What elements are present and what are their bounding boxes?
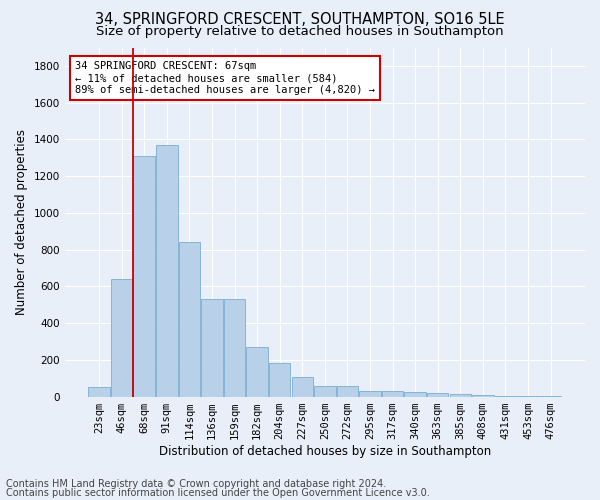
Y-axis label: Number of detached properties: Number of detached properties <box>15 129 28 315</box>
Text: 34 SPRINGFORD CRESCENT: 67sqm
← 11% of detached houses are smaller (584)
89% of : 34 SPRINGFORD CRESCENT: 67sqm ← 11% of d… <box>75 62 375 94</box>
Bar <box>404 392 426 396</box>
Bar <box>314 386 335 396</box>
Bar <box>269 362 290 396</box>
Text: Contains HM Land Registry data © Crown copyright and database right 2024.: Contains HM Land Registry data © Crown c… <box>6 479 386 489</box>
Bar <box>133 156 155 396</box>
Bar <box>88 388 110 396</box>
Bar <box>224 299 245 396</box>
Text: Contains public sector information licensed under the Open Government Licence v3: Contains public sector information licen… <box>6 488 430 498</box>
Bar <box>427 393 448 396</box>
Text: Size of property relative to detached houses in Southampton: Size of property relative to detached ho… <box>96 25 504 38</box>
Bar <box>111 279 133 396</box>
Bar <box>247 347 268 397</box>
Bar <box>449 394 471 396</box>
Bar <box>382 391 403 396</box>
Bar <box>156 145 178 397</box>
Bar <box>201 299 223 396</box>
Bar <box>472 395 494 396</box>
Bar <box>337 386 358 396</box>
X-axis label: Distribution of detached houses by size in Southampton: Distribution of detached houses by size … <box>159 444 491 458</box>
Bar <box>359 391 381 396</box>
Text: 34, SPRINGFORD CRESCENT, SOUTHAMPTON, SO16 5LE: 34, SPRINGFORD CRESCENT, SOUTHAMPTON, SO… <box>95 12 505 28</box>
Bar <box>292 378 313 396</box>
Bar <box>179 242 200 396</box>
